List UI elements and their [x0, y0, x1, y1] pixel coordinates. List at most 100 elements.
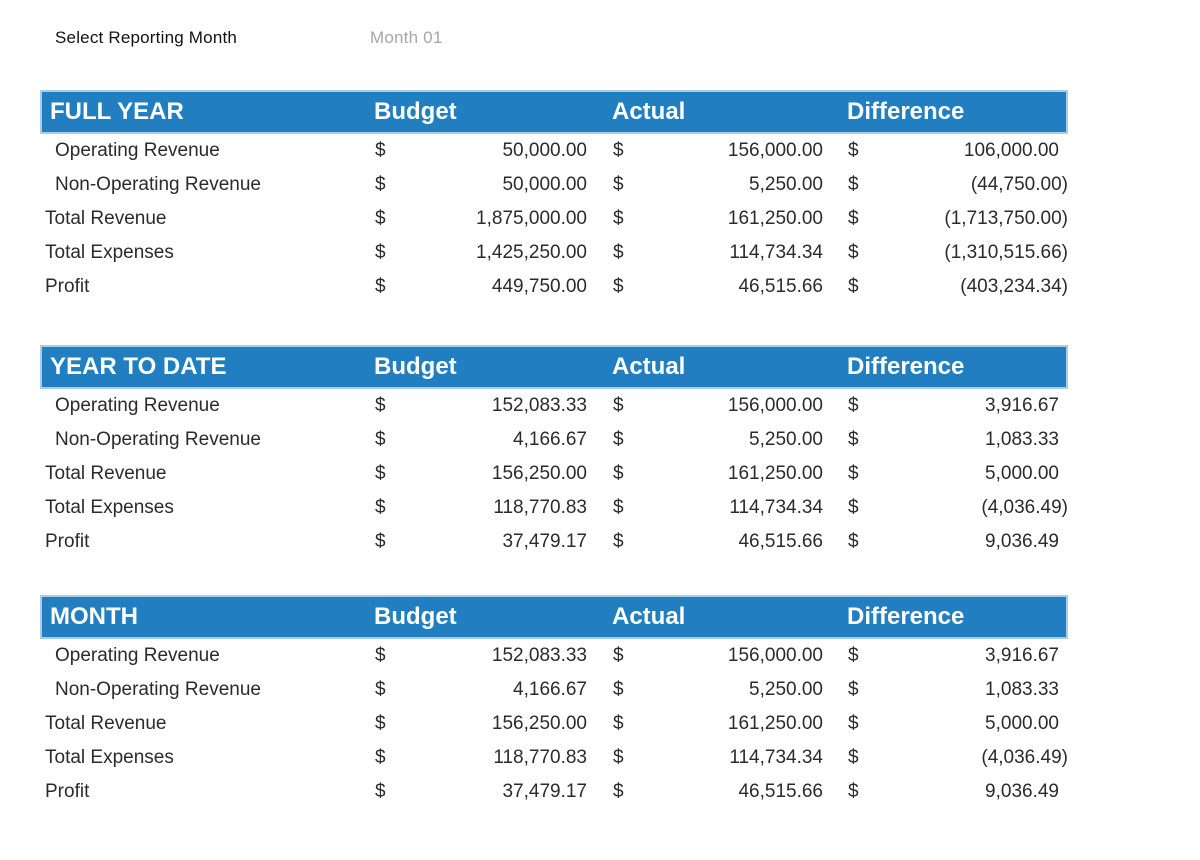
table-header-row: FULL YEAR Budget Actual Difference — [40, 90, 1068, 134]
column-header-difference: Difference — [847, 353, 965, 380]
actual-cell: $46,515.66 — [608, 781, 843, 803]
table-title: FULL YEAR — [50, 98, 184, 125]
budget-cell: $1,425,250.00 — [370, 242, 608, 264]
actual-cell: $114,734.34 — [608, 242, 843, 264]
difference-amount: (4,036.49) — [981, 747, 1068, 768]
dollar-sign: $ — [848, 429, 859, 450]
row-label: Operating Revenue — [55, 395, 220, 416]
row-label: Total Expenses — [45, 242, 174, 263]
dollar-sign: $ — [848, 242, 859, 263]
difference-cell: $5,000.00 — [843, 713, 1068, 735]
dollar-sign: $ — [848, 713, 859, 734]
difference-cell: $ (4,036.49) — [843, 747, 1068, 769]
table-month: MONTH Budget Actual Difference Operating… — [40, 595, 1068, 809]
dollar-sign: $ — [375, 242, 386, 263]
dollar-sign: $ — [848, 531, 859, 552]
actual-cell: $46,515.66 — [608, 531, 843, 553]
table-title: YEAR TO DATE — [50, 353, 227, 380]
table-row: Operating Revenue $152,083.33 $156,000.0… — [40, 389, 1068, 423]
difference-cell: $ (44,750.00) — [843, 174, 1068, 196]
table-row: Total Revenue $156,250.00 $161,250.00 $5… — [40, 707, 1068, 741]
row-label: Profit — [45, 276, 90, 297]
difference-amount: 5,000.00 — [985, 713, 1059, 734]
difference-amount: (403,234.34) — [960, 276, 1068, 297]
table-row: Operating Revenue $50,000.00 $156,000.00… — [40, 134, 1068, 168]
dollar-sign: $ — [848, 781, 859, 802]
dollar-sign: $ — [375, 429, 386, 450]
difference-amount: 106,000.00 — [963, 140, 1059, 161]
table-row: Non-Operating Revenue $4,166.67 $5,250.0… — [40, 673, 1068, 707]
table-row: Total Expenses $1,425,250.00 $114,734.34… — [40, 236, 1068, 270]
table-row: Total Expenses $118,770.83 $114,734.34 $… — [40, 741, 1068, 775]
dollar-sign: $ — [613, 645, 624, 666]
budget-cell: $4,166.67 — [370, 429, 608, 451]
actual-cell: $5,250.00 — [608, 679, 843, 701]
actual-amount: 114,734.34 — [729, 747, 823, 768]
budget-amount: 152,083.33 — [491, 645, 587, 666]
difference-cell: $1,083.33 — [843, 679, 1068, 701]
budget-cell: $4,166.67 — [370, 679, 608, 701]
table-row: Total Expenses $118,770.83 $114,734.34 $… — [40, 491, 1068, 525]
actual-cell: $161,250.00 — [608, 713, 843, 735]
dollar-sign: $ — [375, 531, 386, 552]
row-label: Profit — [45, 781, 90, 802]
actual-amount: 5,250.00 — [749, 679, 823, 700]
column-header-budget: Budget — [374, 98, 457, 125]
dollar-sign: $ — [848, 140, 859, 161]
actual-amount: 114,734.34 — [729, 497, 823, 518]
budget-amount: 50,000.00 — [502, 140, 587, 161]
dollar-sign: $ — [848, 645, 859, 666]
budget-amount: 4,166.67 — [513, 679, 587, 700]
row-label: Operating Revenue — [55, 645, 220, 666]
reporting-month-select[interactable]: Month 01 — [370, 28, 443, 47]
actual-cell: $156,000.00 — [608, 395, 843, 417]
difference-cell: $ (1,713,750.00) — [843, 208, 1068, 230]
actual-amount: 156,000.00 — [727, 645, 823, 666]
dollar-sign: $ — [375, 497, 386, 518]
actual-cell: $5,250.00 — [608, 174, 843, 196]
dollar-sign: $ — [613, 140, 624, 161]
row-label: Total Revenue — [45, 463, 167, 484]
table-title: MONTH — [50, 603, 138, 630]
actual-cell: $46,515.66 — [608, 276, 843, 298]
column-header-difference: Difference — [847, 603, 965, 630]
budget-cell: $156,250.00 — [370, 713, 608, 735]
dollar-sign: $ — [613, 395, 624, 416]
budget-amount: 156,250.00 — [491, 713, 587, 734]
difference-cell: $ (1,310,515.66) — [843, 242, 1068, 264]
dollar-sign: $ — [613, 713, 624, 734]
row-label: Profit — [45, 531, 90, 552]
budget-cell: $1,875,000.00 — [370, 208, 608, 230]
actual-cell: $5,250.00 — [608, 429, 843, 451]
actual-cell: $114,734.34 — [608, 497, 843, 519]
dollar-sign: $ — [375, 140, 386, 161]
budget-cell: $156,250.00 — [370, 463, 608, 485]
dollar-sign: $ — [613, 174, 624, 195]
dollar-sign: $ — [613, 531, 624, 552]
budget-amount: 152,083.33 — [491, 395, 587, 416]
difference-cell: $9,036.49 — [843, 781, 1068, 803]
table-row: Profit $449,750.00 $46,515.66 $ (403,234.… — [40, 270, 1068, 304]
table-row: Non-Operating Revenue $4,166.67 $5,250.0… — [40, 423, 1068, 457]
row-label: Non-Operating Revenue — [55, 174, 261, 195]
actual-amount: 5,250.00 — [749, 174, 823, 195]
budget-amount: 37,479.17 — [502, 781, 587, 802]
actual-cell: $161,250.00 — [608, 463, 843, 485]
dollar-sign: $ — [375, 276, 386, 297]
actual-cell: $114,734.34 — [608, 747, 843, 769]
dollar-sign: $ — [848, 276, 859, 297]
dollar-sign: $ — [848, 208, 859, 229]
budget-amount: 449,750.00 — [491, 276, 587, 297]
actual-amount: 161,250.00 — [727, 208, 823, 229]
reporting-month-row: Select Reporting Month Month 01 — [40, 28, 1068, 52]
difference-amount: 9,036.49 — [985, 531, 1059, 552]
dollar-sign: $ — [613, 679, 624, 700]
difference-cell: $5,000.00 — [843, 463, 1068, 485]
budget-amount: 4,166.67 — [513, 429, 587, 450]
difference-cell: $3,916.67 — [843, 645, 1068, 667]
dollar-sign: $ — [848, 395, 859, 416]
dollar-sign: $ — [375, 747, 386, 768]
actual-amount: 46,515.66 — [738, 276, 823, 297]
difference-cell: $ (403,234.34) — [843, 276, 1068, 298]
difference-amount: 1,083.33 — [985, 429, 1059, 450]
